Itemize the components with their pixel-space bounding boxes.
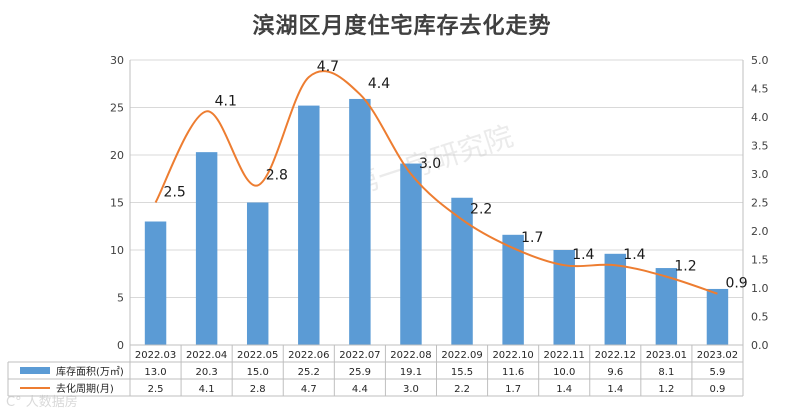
y-right-tick-label: 1.0 bbox=[751, 282, 769, 295]
line-data-label: 2.5 bbox=[164, 185, 186, 201]
x-tick-label: 2022.07 bbox=[339, 350, 380, 361]
table-cell-line: 4.7 bbox=[301, 384, 317, 395]
table-cell-bar: 15.0 bbox=[247, 367, 269, 378]
table-cell-line: 1.2 bbox=[658, 384, 674, 395]
x-tick-label: 2022.03 bbox=[135, 350, 176, 361]
table-cell-bar: 9.6 bbox=[607, 367, 623, 378]
y-left-tick-label: 25 bbox=[110, 102, 124, 115]
table-cell-line: 0.9 bbox=[710, 384, 726, 395]
table-cell-line: 2.2 bbox=[454, 384, 470, 395]
table-cell-line: 2.8 bbox=[250, 384, 266, 395]
y-right-tick-label: 4.0 bbox=[751, 111, 769, 124]
table-cell-bar: 25.9 bbox=[349, 367, 371, 378]
y-right-tick-label: 0.5 bbox=[751, 311, 769, 324]
bar bbox=[451, 197, 473, 345]
y-left-tick-label: 15 bbox=[110, 197, 124, 210]
x-tick-label: 2022.08 bbox=[390, 350, 431, 361]
line-data-label: 1.4 bbox=[623, 247, 645, 263]
legend-key-bar bbox=[20, 367, 50, 374]
legend-label-line: 去化周期(月) bbox=[56, 382, 114, 395]
y-right-tick-label: 0.0 bbox=[751, 339, 769, 352]
table-cell-bar: 25.2 bbox=[298, 367, 320, 378]
y-left-tick-label: 5 bbox=[117, 292, 124, 305]
bar bbox=[553, 250, 575, 345]
x-tick-label: 2022.06 bbox=[288, 350, 329, 361]
x-tick-label: 2022.04 bbox=[186, 350, 227, 361]
line-data-label: 4.7 bbox=[317, 59, 339, 75]
x-tick-label: 2022.11 bbox=[544, 350, 585, 361]
line-data-label: 1.7 bbox=[521, 230, 543, 246]
table-cell-line: 1.4 bbox=[607, 384, 623, 395]
bar bbox=[144, 221, 167, 345]
line-data-label: 4.4 bbox=[368, 76, 390, 92]
table-cell-bar: 20.3 bbox=[195, 367, 217, 378]
table-cell-bar: 5.9 bbox=[710, 367, 726, 378]
chart-title: 滨湖区月度住宅库存去化走势 bbox=[252, 14, 552, 39]
line-data-label: 1.4 bbox=[572, 247, 594, 263]
table-cell-bar: 8.1 bbox=[658, 367, 674, 378]
y-right-tick-label: 4.5 bbox=[751, 83, 769, 96]
line-series bbox=[154, 70, 718, 295]
bar bbox=[604, 253, 627, 345]
y-right-tick-label: 2.0 bbox=[751, 225, 769, 238]
y-right-tick-label: 5.0 bbox=[751, 54, 769, 67]
table-cell-bar: 13.0 bbox=[144, 367, 166, 378]
line-data-label: 3.0 bbox=[419, 156, 441, 172]
table-cell-line: 4.1 bbox=[199, 384, 215, 395]
x-tick-label: 2022.10 bbox=[492, 350, 533, 361]
x-tick-label: 2022.05 bbox=[237, 350, 278, 361]
table-cell-bar: 19.1 bbox=[400, 367, 422, 378]
table-cell-line: 1.7 bbox=[505, 384, 521, 395]
table-cell-bar: 15.5 bbox=[451, 367, 473, 378]
bar bbox=[349, 98, 371, 345]
legend-label-bar: 库存面积(万㎡) bbox=[56, 365, 124, 378]
x-tick-label: 2023.01 bbox=[646, 350, 687, 361]
table-cell-line: 1.4 bbox=[556, 384, 572, 395]
bar bbox=[502, 234, 524, 345]
y-right-tick-label: 2.5 bbox=[751, 197, 769, 210]
table-cell-line: 4.4 bbox=[352, 384, 368, 395]
y-right-tick-label: 1.5 bbox=[751, 254, 769, 267]
y-right-tick-label: 3.0 bbox=[751, 168, 769, 181]
y-left-tick-label: 30 bbox=[110, 54, 124, 67]
line-data-label: 0.9 bbox=[725, 276, 747, 292]
corner-watermark: C° 人数据房 bbox=[6, 394, 78, 410]
y-left-tick-label: 10 bbox=[110, 244, 124, 257]
y-right-tick-label: 3.5 bbox=[751, 140, 769, 153]
line-data-label: 1.2 bbox=[674, 259, 696, 275]
table-cell-bar: 10.0 bbox=[553, 367, 575, 378]
y-left-tick-label: 0 bbox=[117, 339, 124, 352]
line-data-label: 4.1 bbox=[215, 93, 237, 109]
x-tick-label: 2022.09 bbox=[441, 350, 482, 361]
table-cell-line: 2.5 bbox=[148, 384, 164, 395]
x-tick-label: 2023.02 bbox=[697, 350, 738, 361]
bar bbox=[706, 288, 729, 345]
line-data-label: 2.2 bbox=[470, 202, 492, 218]
bar bbox=[655, 268, 678, 345]
bar bbox=[195, 152, 218, 345]
table-cell-bar: 11.6 bbox=[502, 367, 524, 378]
bar bbox=[400, 163, 422, 345]
line-data-label: 2.8 bbox=[266, 167, 288, 183]
table-cell-line: 3.0 bbox=[403, 384, 419, 395]
x-tick-label: 2022.12 bbox=[595, 350, 636, 361]
bar bbox=[298, 105, 320, 345]
y-left-tick-label: 20 bbox=[110, 149, 124, 162]
bar bbox=[246, 202, 269, 345]
